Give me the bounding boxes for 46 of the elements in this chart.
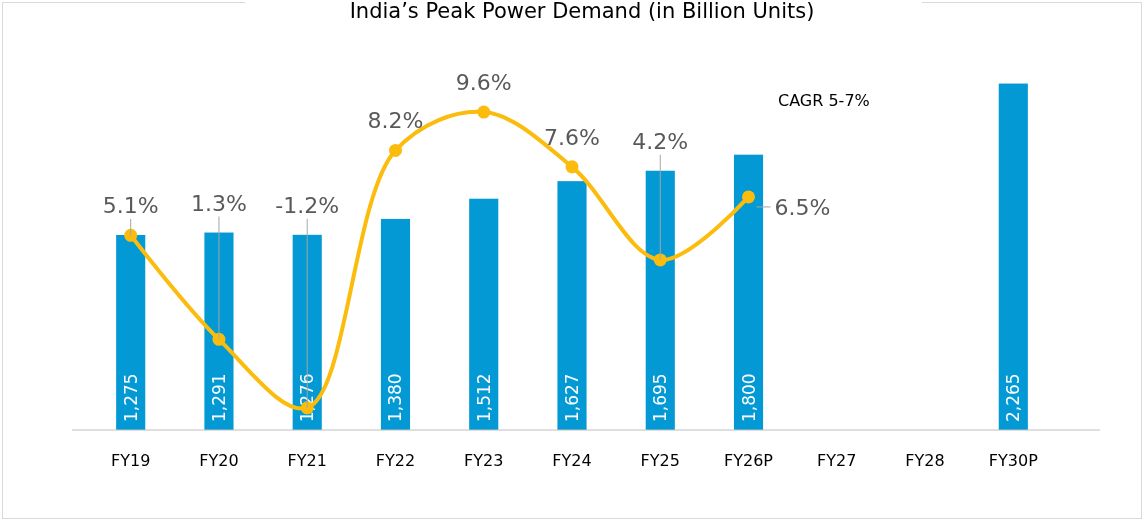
- x-tick-label: FY21: [287, 451, 327, 470]
- data-label: 1,291: [208, 373, 229, 422]
- data-label: 1,380: [385, 373, 406, 422]
- x-tick-label: FY24: [552, 451, 592, 470]
- annotation: CAGR 5-7%: [778, 91, 870, 110]
- bar: [469, 198, 499, 430]
- data-label: -1.2%: [275, 192, 340, 218]
- data-label: 1.3%: [191, 190, 247, 216]
- data-label: 8.2%: [367, 108, 424, 134]
- x-tick-label: FY26P: [724, 451, 774, 470]
- data-label: 5.1%: [102, 192, 159, 218]
- x-tick-label: FY23: [464, 451, 504, 470]
- bar: [645, 170, 675, 430]
- data-label: 4.2%: [632, 128, 689, 154]
- bar: [380, 218, 411, 430]
- point: [565, 160, 579, 174]
- data-label: 1,276: [297, 373, 318, 422]
- bar: [116, 234, 146, 430]
- x-tick-label: FY28: [905, 451, 945, 470]
- data-label: 7.6%: [544, 124, 600, 150]
- data-label: 6.5%: [774, 194, 831, 220]
- bar: [292, 234, 322, 430]
- data-label: 1,512: [473, 373, 494, 422]
- data-label: 1,695: [650, 373, 671, 422]
- point: [653, 253, 667, 267]
- x-tick-label: FY27: [817, 451, 857, 470]
- point: [477, 105, 491, 119]
- x-tick-label: FY19: [111, 451, 151, 470]
- bar: [733, 154, 764, 430]
- bar: [998, 83, 1028, 430]
- x-tick-label: FY20: [199, 451, 239, 470]
- point: [212, 332, 226, 346]
- data-label: 2,265: [1003, 373, 1024, 422]
- data-label: 9.6%: [455, 70, 512, 96]
- point: [388, 143, 402, 157]
- x-tick-label: FY22: [375, 451, 416, 470]
- chart-title: India’s Peak Power Demand (in Billion Units): [349, 0, 815, 23]
- data-label: 1,627: [562, 373, 582, 422]
- bar: [204, 232, 234, 430]
- data-label: 1,275: [120, 373, 141, 422]
- x-tick-label: FY25: [640, 451, 680, 470]
- point: [124, 228, 138, 242]
- bar: [557, 181, 587, 430]
- point: [742, 190, 756, 204]
- x-tick-label: FY30P: [988, 451, 1039, 470]
- data-label: 1,800: [738, 373, 759, 422]
